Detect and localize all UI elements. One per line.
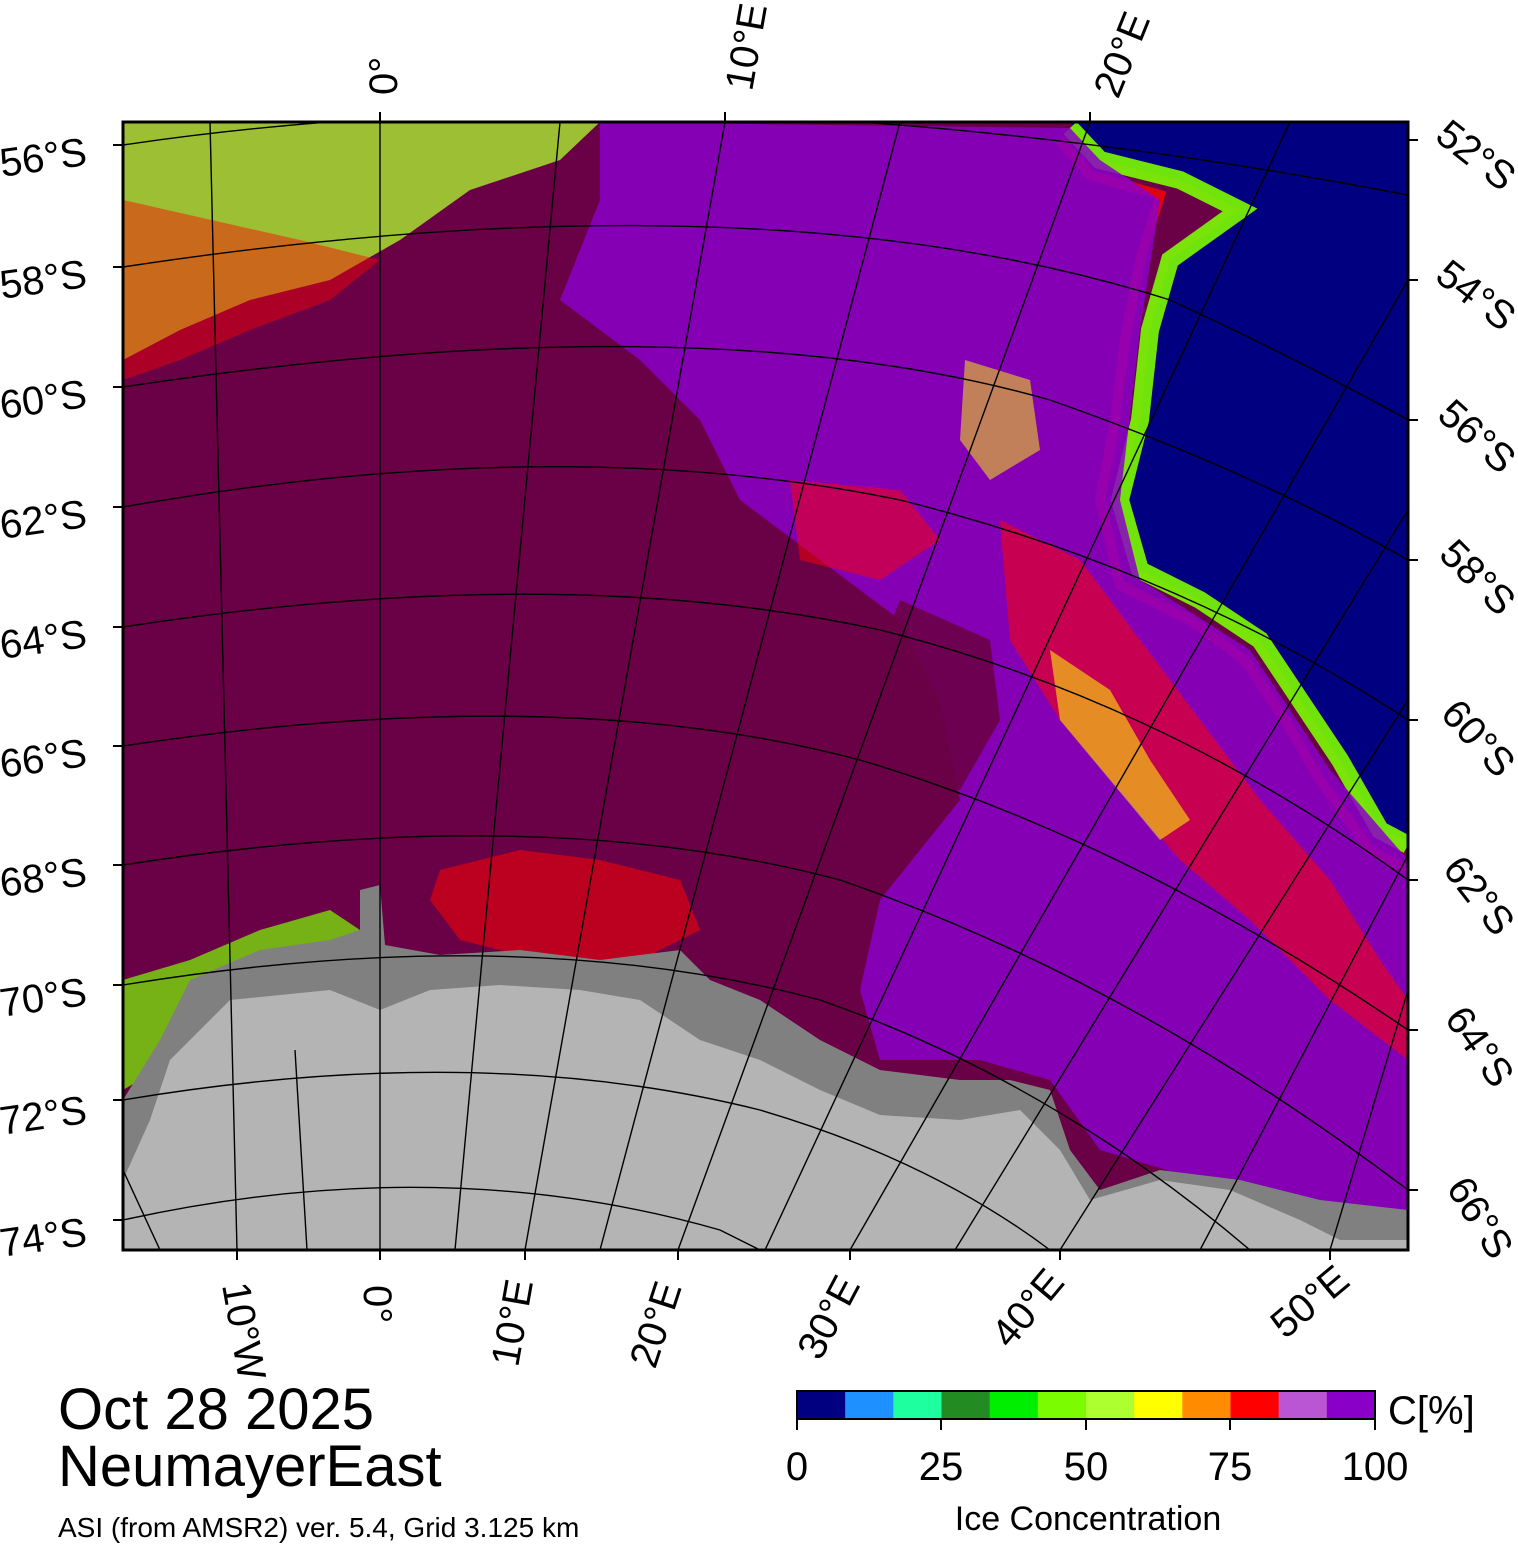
colorbar-swatch: [941, 1391, 991, 1419]
meridian-10w: [209, 122, 238, 1250]
meridian-30e: [849, 279, 1408, 1250]
colorbar-tick: 25: [919, 1445, 964, 1489]
colorbar-swatch: [1086, 1391, 1135, 1419]
colorbar-tick: 0: [786, 1445, 808, 1489]
colorbar-swatch: [1182, 1391, 1231, 1419]
nw-marginal-ice-red: [123, 200, 380, 380]
colorbar-swatch: [893, 1391, 942, 1419]
colorbar-swatches: [797, 1391, 1376, 1419]
meridian-20e: [677, 122, 1091, 1250]
parallel-62s: [123, 465, 1408, 721]
map-date: Oct 28 2025: [58, 1377, 374, 1442]
lat-label: 54°S: [1428, 251, 1518, 339]
lat-label: 70°S: [0, 970, 89, 1026]
meridian-50e: [1329, 989, 1408, 1250]
map-frame: [121, 120, 1410, 1252]
lon-label: 0°: [355, 1285, 399, 1323]
lat-label: 72°S: [0, 1088, 89, 1144]
parallel-70s: [123, 955, 1251, 1250]
colorbar-swatch: [1134, 1391, 1183, 1419]
lat-label: 52°S: [1428, 111, 1518, 199]
colorbar-swatch: [1037, 1391, 1087, 1419]
lat-label: 68°S: [0, 850, 89, 906]
lat-label: 66°S: [1438, 1169, 1518, 1266]
lat-label: 74°S: [0, 1210, 89, 1266]
colorbar-swatch: [797, 1391, 846, 1419]
parallel-72s: [123, 1071, 1051, 1250]
colorbar-swatch: [1278, 1391, 1328, 1419]
parallel-60s: [123, 345, 1408, 561]
colorbar-swatch: [989, 1391, 1039, 1419]
antarctica-land: [123, 985, 1408, 1250]
colorbar: 0 25 50 75 100 C[%] Ice Concentration: [786, 1389, 1475, 1538]
coastal-polynya: [430, 850, 700, 960]
lat-labels-left: 56°S 58°S 60°S 62°S 64°S 66°S 68°S 70°S …: [0, 130, 89, 1266]
lon-label: 40°E: [983, 1261, 1073, 1356]
lon-label: 30°E: [789, 1269, 869, 1367]
lon-label: 0°: [362, 57, 406, 95]
lon-label: 10°E: [484, 1276, 542, 1369]
meridian-10e: [524, 122, 726, 1250]
lon-label: 20°E: [622, 1276, 691, 1373]
product-info: ASI (from AMSR2) ver. 5.4, Grid 3.125 km: [58, 1512, 580, 1543]
lon-labels-bottom: 10°W 0° 10°E 20°E 30°E 40°E 50°E: [213, 1257, 1357, 1383]
lat-label: 62°S: [1435, 848, 1518, 944]
lat-label: 60°S: [1432, 692, 1518, 786]
lon-label: 20°E: [1086, 6, 1159, 103]
map-region: NeumayerEast: [58, 1434, 442, 1499]
parallel-74s: [123, 1186, 761, 1250]
nw-marginal-ice: [123, 122, 600, 360]
meridian-25e: [764, 122, 1291, 1250]
meridian-45e: [1199, 854, 1408, 1250]
lat-label: 56°S: [1430, 391, 1518, 482]
mixed-ice-patch: [1000, 520, 1408, 1060]
parallel-68s: [123, 835, 1408, 1191]
colorbar-tick: 75: [1208, 1445, 1253, 1489]
lon-labels-top: 0° 10°E 20°E: [362, 0, 1159, 103]
colorbar-title: Ice Concentration: [955, 1500, 1222, 1538]
meridian-15e: [599, 122, 901, 1250]
meridian-15w: [123, 1169, 161, 1250]
parallel-56s: [123, 122, 1408, 196]
parallel-64s: [123, 593, 1408, 881]
yellow-ice-patch-2: [960, 360, 1040, 480]
open-water: [1070, 122, 1408, 840]
parallel-66s: [123, 715, 1408, 1031]
lat-label: 62°S: [0, 492, 89, 548]
lat-label: 64°S: [0, 612, 89, 668]
colorbar-unit: C[%]: [1388, 1389, 1475, 1433]
lon-label: 50°E: [1263, 1257, 1358, 1347]
lon-label: 10°W: [213, 1279, 273, 1384]
meridian-35e: [954, 509, 1408, 1250]
map-area: [123, 122, 1408, 1250]
meridian-5w: [294, 1049, 308, 1250]
colorbar-swatch: [1326, 1391, 1376, 1419]
lon-label: 10°E: [718, 0, 776, 93]
colorbar-swatch: [845, 1391, 894, 1419]
frame-ticks: [113, 112, 1418, 1260]
meridian-40e: [1059, 699, 1408, 1250]
lat-label: 60°S: [0, 372, 89, 428]
colorbar-swatch: [1230, 1391, 1280, 1419]
lat-label: 58°S: [0, 252, 89, 308]
colorbar-tick: 100: [1342, 1445, 1409, 1489]
lat-label: 64°S: [1436, 999, 1518, 1096]
red-ice-patch: [790, 480, 940, 580]
heavy-ice-core: [860, 600, 1000, 790]
lat-label: 56°S: [0, 130, 89, 186]
lat-labels-right: 52°S 54°S 56°S 58°S 60°S 62°S 64°S 66°S: [1428, 111, 1518, 1266]
lat-label: 66°S: [0, 731, 89, 787]
colorbar-tick: 50: [1064, 1445, 1109, 1489]
graticule: [123, 122, 1408, 1250]
lat-label: 58°S: [1431, 531, 1518, 624]
parallel-58s: [123, 224, 1408, 421]
meridian-5e: [454, 122, 561, 1250]
